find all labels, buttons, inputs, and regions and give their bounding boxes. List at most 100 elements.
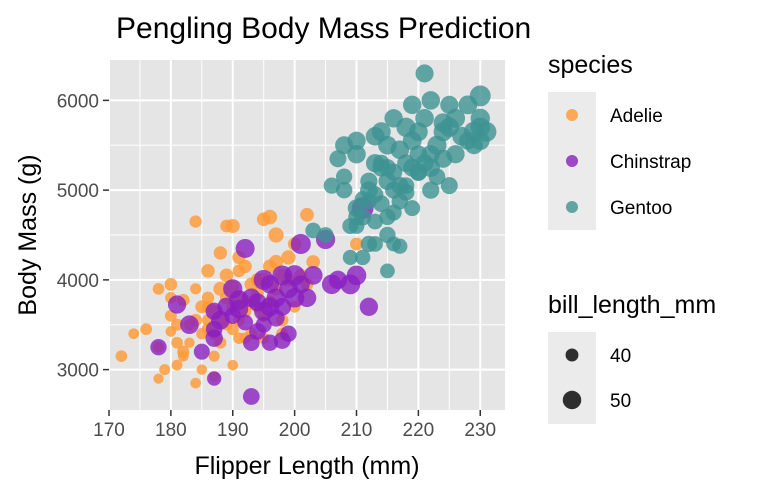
data-points (115, 64, 497, 405)
data-point-gentoo (433, 122, 453, 142)
data-point-adelie (128, 328, 140, 340)
data-point-adelie (171, 336, 183, 349)
y-axis-ticks: 3000 4000 5000 6000 (57, 91, 109, 382)
data-point-adelie (220, 219, 233, 233)
species-legend-keys (566, 109, 578, 213)
data-point-gentoo (360, 193, 377, 210)
x-axis-title: Flipper Length (mm) (194, 452, 419, 480)
data-point-gentoo (317, 227, 334, 243)
x-tick-label: 190 (217, 420, 249, 441)
data-point-gentoo (421, 91, 441, 110)
data-point-adelie (350, 237, 363, 251)
data-point-gentoo (329, 150, 347, 168)
data-point-adelie (190, 377, 201, 389)
y-axis-title: Body Mass (g) (14, 154, 42, 315)
legend-key-gentoo (566, 201, 578, 213)
data-point-gentoo (392, 238, 408, 254)
data-point-gentoo (397, 177, 415, 194)
data-point-chinstrap (255, 316, 272, 333)
data-point-adelie (189, 215, 202, 228)
y-tick-label: 5000 (57, 181, 99, 202)
data-point-gentoo (305, 222, 322, 239)
x-tick-label: 170 (93, 420, 125, 441)
data-point-adelie (227, 359, 239, 371)
data-point-adelie (281, 250, 296, 265)
data-point-gentoo (360, 172, 378, 190)
y-tick-label: 6000 (57, 91, 99, 112)
data-point-gentoo (365, 126, 385, 146)
chart-title: Pengling Body Mass Prediction (116, 12, 531, 45)
data-point-adelie (232, 264, 246, 278)
data-point-gentoo (335, 181, 353, 199)
data-point-gentoo (469, 85, 491, 107)
data-point-chinstrap (303, 266, 323, 285)
data-point-gentoo (372, 195, 390, 212)
data-point-gentoo (446, 145, 465, 164)
data-point-gentoo (402, 95, 422, 115)
data-point-adelie (219, 268, 234, 283)
data-point-chinstrap (235, 238, 255, 258)
data-point-gentoo (323, 177, 340, 194)
data-point-chinstrap (167, 295, 187, 314)
data-point-gentoo (445, 108, 466, 128)
data-point-chinstrap (290, 233, 311, 255)
data-point-gentoo (354, 249, 371, 266)
data-point-gentoo (415, 109, 434, 128)
x-axis-ticks: 170 180 190 200 210 220 230 (93, 410, 496, 441)
data-point-chinstrap (359, 297, 379, 316)
legend-label-gentoo: Gentoo (610, 198, 672, 219)
data-point-gentoo (372, 154, 390, 172)
data-point-adelie (177, 350, 189, 362)
data-point-adelie (140, 323, 153, 336)
data-point-gentoo (421, 158, 440, 177)
data-point-adelie (256, 212, 271, 227)
data-point-adelie (171, 359, 183, 371)
grid-lines (108, 55, 505, 415)
data-point-gentoo (347, 131, 366, 150)
data-point-adelie (208, 350, 220, 362)
size-legend-keys (562, 348, 582, 410)
data-point-chinstrap (193, 343, 210, 360)
data-point-adelie (196, 364, 208, 375)
data-point-adelie (201, 291, 215, 305)
data-point-chinstrap (340, 274, 361, 295)
data-point-adelie (226, 323, 239, 336)
data-point-chinstrap (261, 334, 279, 351)
data-point-chinstrap (297, 288, 317, 308)
size-legend-label-50: 50 (610, 391, 631, 412)
size-legend-key-background (548, 332, 596, 424)
species-legend: species Adelie Chinstrap Gentoo (548, 51, 691, 230)
data-point-adelie (269, 254, 284, 269)
data-point-chinstrap (207, 371, 222, 386)
x-tick-label: 200 (279, 420, 311, 441)
data-point-chinstrap (180, 315, 199, 335)
data-point-adelie (159, 364, 171, 376)
data-point-adelie (153, 373, 164, 384)
data-point-gentoo (440, 177, 458, 195)
data-point-adelie (213, 246, 228, 260)
size-legend-key-50 (562, 390, 582, 410)
data-point-adelie (300, 207, 314, 222)
legend-key-adelie (566, 109, 578, 121)
species-legend-title: species (548, 51, 633, 79)
data-point-gentoo (385, 163, 403, 181)
data-point-chinstrap (237, 314, 254, 331)
y-tick-label: 3000 (57, 361, 99, 382)
legend-label-adelie: Adelie (610, 106, 663, 127)
data-point-chinstrap (242, 388, 260, 405)
data-point-gentoo (422, 181, 440, 199)
data-point-adelie (115, 350, 128, 362)
data-point-adelie (184, 337, 195, 348)
data-point-adelie (170, 318, 184, 331)
legend-key-chinstrap (566, 155, 578, 167)
data-point-adelie (201, 264, 215, 278)
data-point-gentoo (476, 121, 497, 142)
data-point-gentoo (367, 236, 383, 252)
y-tick-label: 4000 (57, 271, 99, 292)
data-point-adelie (164, 278, 178, 291)
data-point-gentoo (347, 144, 366, 164)
data-point-gentoo (367, 213, 383, 230)
size-legend-label-40: 40 (610, 346, 631, 367)
data-point-gentoo (380, 263, 395, 279)
